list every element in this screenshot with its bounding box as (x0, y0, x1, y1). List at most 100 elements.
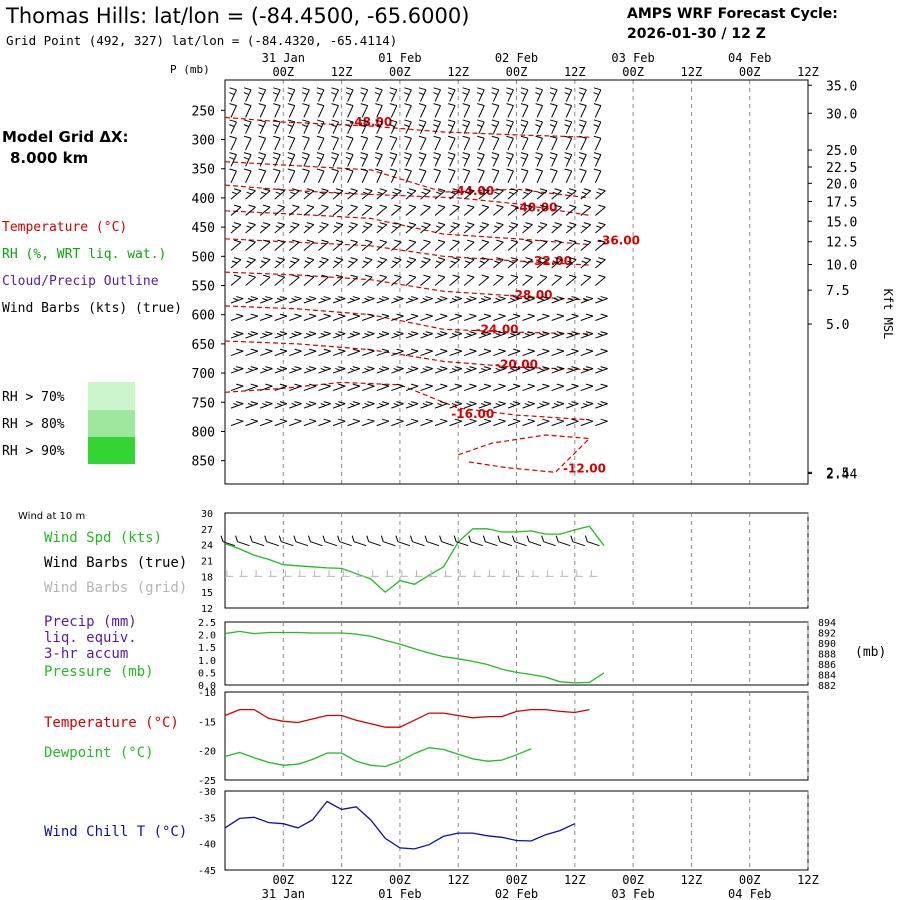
wind-barb (332, 331, 346, 339)
barb-staff (449, 190, 460, 200)
wind-barb (536, 257, 548, 269)
barb-flag (273, 119, 281, 123)
barb-staff (536, 298, 550, 304)
barb-staff (391, 190, 402, 200)
barb-flag (290, 260, 296, 264)
barb-flag (352, 296, 360, 300)
wind-barb (420, 274, 431, 286)
sfc-barb (441, 541, 454, 547)
barb-flag (323, 366, 331, 370)
wind-barb (404, 87, 412, 102)
barb-staff (449, 154, 456, 167)
barb-flag (379, 188, 387, 192)
barb-staff (259, 190, 271, 200)
precip-ytick-label: 1.5 (198, 643, 216, 654)
barb-staff (405, 206, 417, 216)
sfc-barb (528, 541, 542, 547)
barb-flag (451, 402, 458, 406)
pressure-ytick-label: 886 (818, 660, 836, 671)
barb-flag (316, 135, 325, 139)
barb-staff (347, 420, 360, 427)
barb-flag (362, 191, 369, 195)
chill-ytick-label: -30 (198, 787, 216, 798)
barb-staff (317, 138, 325, 151)
barb-staff (536, 350, 550, 357)
barb-flag (333, 225, 340, 229)
wind-barb (463, 188, 475, 200)
barb-staff (434, 368, 448, 374)
barb-flag (437, 188, 446, 192)
barb-flag (338, 331, 346, 335)
barb-flag (466, 367, 472, 371)
wind-barb (303, 348, 317, 357)
barb-staff (376, 298, 390, 304)
wind-barb (345, 119, 354, 134)
isotherm-line (224, 340, 590, 371)
wind-barb (565, 222, 577, 234)
barb-staff (536, 420, 550, 427)
barb-staff (507, 121, 514, 134)
barb-flag (262, 274, 271, 278)
barb-staff (376, 206, 388, 216)
barb-flag (506, 119, 514, 123)
wind-barb (595, 366, 608, 374)
pressure-tick-label: 450 (192, 221, 215, 236)
barb-staff (449, 276, 460, 286)
barb-staff (420, 138, 427, 151)
wind-barb (289, 418, 302, 427)
barb-flag (258, 135, 266, 139)
pressure-ytick-label: 882 (818, 681, 836, 692)
wind-barb (405, 383, 419, 392)
wind-barb (593, 152, 602, 167)
barb-staff (230, 403, 244, 409)
barb-staff (274, 368, 288, 374)
barb-flag (302, 103, 310, 107)
barb-flag (396, 313, 404, 317)
wind-barb (316, 87, 325, 102)
barb-flag (276, 297, 283, 301)
wind-barb (536, 366, 550, 374)
barb-staff (522, 89, 529, 102)
wind-barb (580, 257, 592, 269)
barb-flag (539, 204, 548, 208)
barb-flag (571, 401, 579, 405)
barb-flag (367, 296, 375, 300)
barb-staff (463, 154, 471, 167)
barb-flag (423, 222, 431, 226)
barb-staff (361, 121, 369, 134)
barb-flag (350, 188, 358, 192)
wind-barb (551, 274, 562, 286)
barb-staff (536, 224, 548, 234)
barb-staff (274, 170, 281, 183)
barb-staff (332, 403, 346, 409)
wind-barb (331, 103, 339, 118)
bottom-time-tick: 00Z (739, 873, 761, 887)
wind-barb (360, 152, 369, 167)
barb-flag (535, 152, 543, 156)
wind-barb (318, 313, 331, 322)
barb-flag (375, 152, 383, 156)
barb-flag (520, 135, 529, 139)
barb-staff (347, 121, 354, 134)
wind-barb (405, 366, 419, 374)
wind-barb (551, 204, 562, 216)
barb-staff (434, 241, 446, 251)
barb-flag (394, 222, 402, 226)
pressure-tick-label: 700 (192, 367, 215, 382)
sfc-barb-flag (337, 535, 341, 542)
barb-flag (360, 103, 368, 107)
wind-barb (433, 168, 441, 183)
barb-flag (379, 222, 387, 226)
barb-staff (551, 298, 565, 304)
wind-barb (580, 383, 594, 392)
wind-barb (274, 418, 288, 427)
wind-barb (375, 168, 383, 183)
barb-flag (496, 257, 504, 261)
barb-flag (491, 103, 499, 107)
wind-barb (391, 204, 402, 216)
barb-flag (467, 204, 475, 208)
bottom-date-label: 03 Feb (611, 887, 654, 900)
wind-barb (391, 274, 402, 286)
barb-flag (556, 401, 565, 405)
